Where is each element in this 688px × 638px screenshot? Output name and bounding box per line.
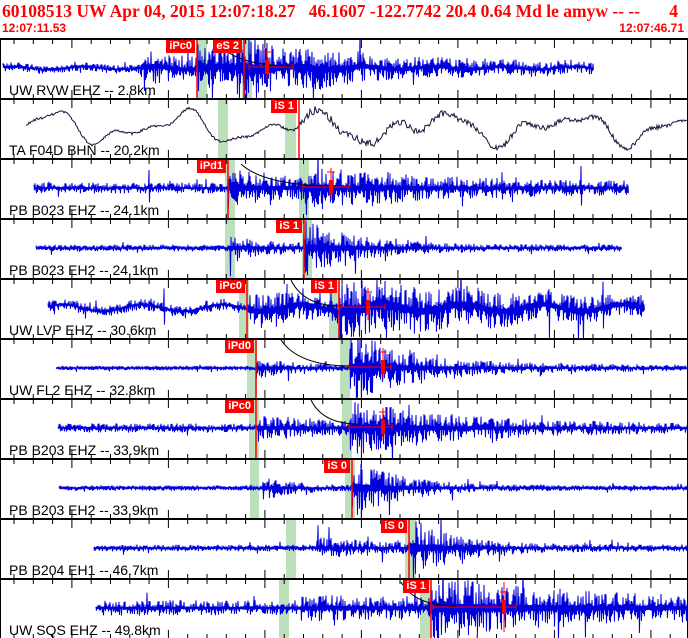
- time-tick-marks: [13, 580, 671, 638]
- trace-panel[interactable]: PB B023 EH2 -- 24.1km iS 1: [1, 218, 687, 278]
- station-label: TA F04D BHN -- 20.2km: [9, 142, 160, 158]
- phase-pick-flag[interactable]: iPc0: [225, 400, 254, 413]
- seismogram-waveform: [93, 520, 687, 578]
- event-title-count: 4: [669, 1, 678, 21]
- trace-panel[interactable]: PB B023 EHZ -- 24.1km iPd1: [1, 158, 687, 218]
- seismogram-waveform: [35, 220, 622, 277]
- traveltime-curve: [310, 400, 359, 425]
- trace-panel[interactable]: PB B204 EH1 -- 46.7km iS 0: [1, 518, 687, 578]
- station-label: UW FL2 EHZ -- 32.8km: [9, 382, 156, 398]
- station-label: PB B204 EH1 -- 46.7km: [9, 562, 159, 578]
- time-window-row: 12:07:11.53 12:07:46.71: [2, 21, 686, 35]
- station-label: UW LVP EHZ -- 30.6km: [9, 322, 157, 338]
- trace-panel[interactable]: PB B203 EH2 -- 33.9km iS 0: [1, 458, 687, 518]
- waveform-plot: [13, 400, 687, 458]
- phase-pick-flag[interactable]: iS 1: [403, 580, 429, 593]
- event-summary: 60108513 UW Apr 04, 2015 12:07:18.27 46.…: [2, 1, 641, 21]
- seismogram-waveform: [47, 280, 645, 338]
- phase-pick-flag[interactable]: iPc0: [216, 280, 245, 293]
- seismogram-waveform: [57, 402, 687, 458]
- time-tick-marks: [13, 220, 671, 278]
- station-label: PB B203 EH2 -- 33.9km: [9, 502, 159, 518]
- predicted-arrival-band: [285, 100, 296, 158]
- time-tick-marks: [13, 100, 671, 158]
- traveltime-curve: [280, 340, 352, 367]
- trace-panel[interactable]: UW FL2 EHZ -- 32.8km iPd0: [1, 338, 687, 398]
- time-tick-marks: [13, 400, 671, 458]
- event-header: 60108513 UW Apr 04, 2015 12:07:18.27 46.…: [0, 0, 688, 38]
- trace-panel-stack: UW RVW EHZ -- 2.8km iPc0 eS 2 TA F04D BHN…: [0, 38, 688, 638]
- seismogram-waveform: [95, 580, 687, 638]
- phase-pick-flag[interactable]: iPd0: [224, 340, 254, 353]
- amplitude-duration-marker[interactable]: [248, 48, 294, 80]
- phase-pick-flag[interactable]: iS 1: [276, 220, 302, 233]
- waveform-plot: [13, 100, 687, 158]
- trace-panel[interactable]: UW SQS EHZ -- 49.8km iS 1: [1, 578, 687, 638]
- phase-pick-flag[interactable]: iS 0: [324, 460, 350, 473]
- predicted-arrival-band: [218, 100, 228, 158]
- amplitude-duration-marker[interactable]: [348, 348, 392, 380]
- amplitude-duration-marker[interactable]: [340, 288, 386, 320]
- event-title-row: 60108513 UW Apr 04, 2015 12:07:18.27 46.…: [2, 1, 686, 22]
- waveform-plot: [13, 160, 671, 218]
- window-start-time: 12:07:11.53: [2, 21, 67, 35]
- trace-panel[interactable]: TA F04D BHN -- 20.2km iS 1: [1, 98, 687, 158]
- station-label: UW RVW EHZ -- 2.8km: [9, 82, 156, 98]
- waveform-plot: [13, 220, 671, 278]
- time-tick-marks: [13, 340, 671, 398]
- waveform-plot: [13, 340, 687, 398]
- phase-pick-flag[interactable]: eS 2: [213, 40, 242, 53]
- station-label: PB B023 EHZ -- 24.1km: [9, 202, 160, 218]
- phase-pick-flag[interactable]: iPd1: [196, 160, 226, 173]
- station-label: PB B023 EH2 -- 24.1km: [9, 262, 159, 278]
- amplitude-duration-marker[interactable]: [432, 582, 517, 632]
- time-tick-marks: [13, 160, 671, 218]
- amplitude-duration-marker[interactable]: [302, 168, 350, 200]
- trace-panel[interactable]: PB B203 EHZ -- 33.9km iPc0: [1, 398, 687, 458]
- trace-panel[interactable]: UW RVW EHZ -- 2.8km iPc0 eS 2: [1, 38, 687, 98]
- seismogram-waveform: [2, 40, 594, 98]
- trace-panel[interactable]: UW LVP EHZ -- 30.6km iPc0 iS 1: [1, 278, 687, 338]
- traveltime-curve: [240, 163, 337, 187]
- waveform-plot: [13, 580, 687, 638]
- window-end-time: 12:07:46.71: [619, 21, 684, 35]
- waveform-plot: [13, 520, 687, 578]
- phase-pick-flag[interactable]: iS 0: [381, 520, 407, 533]
- station-label: PB B203 EHZ -- 33.9km: [9, 442, 160, 458]
- waveform-plot: [13, 280, 671, 338]
- phase-pick-flag[interactable]: iS 1: [311, 280, 337, 293]
- waveform-plot: [13, 460, 687, 518]
- phase-pick-flag[interactable]: iPc0: [166, 40, 195, 53]
- seismogram-waveform: [25, 106, 687, 152]
- seismogram-waveform: [58, 464, 687, 518]
- traveltime-curve: [290, 280, 342, 307]
- station-label: UW SQS EHZ -- 49.8km: [9, 622, 161, 638]
- time-tick-marks: [13, 460, 671, 518]
- phase-pick-flag[interactable]: iS 1: [271, 100, 297, 113]
- amplitude-duration-marker[interactable]: [348, 408, 393, 440]
